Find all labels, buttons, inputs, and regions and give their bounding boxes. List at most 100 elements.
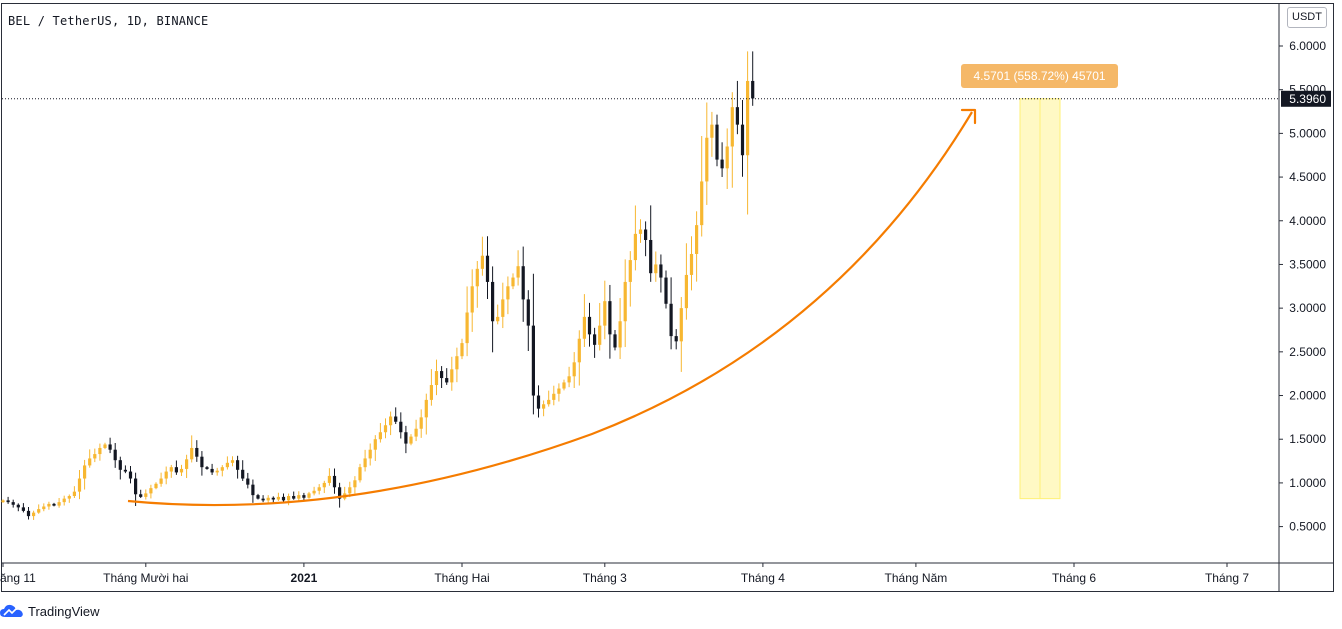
candle-body [730,107,734,147]
candle-body [434,371,439,386]
candle-body [572,362,576,377]
candle-body [689,253,694,275]
candle-body [276,496,280,500]
candle-body [383,425,388,433]
candle-body [603,301,607,326]
trend-curve [127,111,973,507]
candle-body [225,462,229,468]
candle-body [368,449,372,459]
candle-body [16,504,20,508]
y-tick-label: 3.0000 [1289,301,1326,315]
candle-body [669,303,673,337]
candle-body [190,447,194,460]
candle-body [511,277,515,287]
candle-body [746,80,750,156]
candle-body [297,495,301,499]
currency-button[interactable]: USDT [1287,7,1327,28]
x-tick-label: 2021 [291,571,318,585]
candle-body [633,233,637,261]
candle-body [710,124,714,138]
candle-body [608,301,612,335]
candle-body [373,439,377,450]
candle-body [164,471,168,479]
candle-body [475,268,479,287]
candle-body [674,336,678,342]
candle-body [465,312,469,344]
candle-body [21,507,25,511]
candle-body [399,421,403,433]
candle-body [139,494,143,497]
last-price-badge [1281,90,1331,107]
candle-body [491,281,495,322]
candle-body [363,458,367,468]
candle-body [11,502,15,505]
candle-body [516,266,520,278]
candle-body [42,506,46,510]
y-tick-label: 4.5000 [1289,170,1326,184]
candle-body [424,399,428,418]
candle-body [414,428,418,437]
candle-body [587,316,592,335]
candle-body [480,255,484,269]
candle-body [154,483,158,489]
measure-label: 4.5701 (558.72%) 45701 [973,69,1105,83]
candle-body [230,460,235,463]
candle-body [236,460,240,470]
candle-body [654,264,658,274]
y-tick-label: 6.0000 [1289,39,1326,53]
chart-frame [1,3,1334,592]
candle-body [62,498,66,503]
candle-body [751,80,755,99]
symbol-title: BEL / TetherUS, 1D, BINANCE [8,14,209,28]
candle-body [485,255,490,282]
candle-body [429,385,433,400]
candle-body [521,266,525,300]
candle-body [725,146,729,169]
brand-name: TradingView [28,603,100,619]
candle-body [628,260,632,282]
candle-body [526,299,530,326]
y-tick-label: 1.0000 [1289,476,1326,490]
candle-body [536,395,541,409]
candle-body [740,124,745,156]
y-tick-label: 3.5000 [1289,257,1326,271]
candle-body [32,512,36,517]
candle-body [292,496,296,499]
candle-body [638,229,643,234]
candle-body [205,467,209,469]
candle-body [679,308,683,342]
candle-body [327,475,331,483]
candle-body [557,388,561,394]
candle-body [83,465,87,479]
candle-body [450,369,454,383]
candle-body [108,444,112,450]
y-tick-label: 5.0000 [1289,126,1326,140]
y-tick-label: 2.5000 [1289,345,1326,359]
candle-body [460,343,464,357]
tradingview-logo[interactable]: TradingView [0,602,100,620]
candle-body [93,454,97,459]
candle-body [705,137,709,182]
candle-body [496,316,500,322]
y-tick-label: 4.0000 [1289,214,1326,228]
candle-body [113,449,117,461]
candle-body [57,502,61,506]
candle-body [185,459,189,469]
candle-body [52,503,56,506]
y-tick-label: 0.5000 [1289,520,1326,534]
candle-body [220,467,224,471]
candle-body [358,467,362,481]
candle-body [664,277,668,304]
candle-body [700,181,704,226]
candle-body [404,432,408,444]
x-tick-label: Tháng 6 [1052,571,1096,585]
trend-arrow-head [960,108,977,125]
candle-body [394,416,398,422]
candle-body [6,500,10,503]
candle-body [348,487,352,494]
candle-body [582,316,586,339]
candle-body [195,447,199,457]
candle-body [531,325,535,396]
candle-body [200,456,204,468]
